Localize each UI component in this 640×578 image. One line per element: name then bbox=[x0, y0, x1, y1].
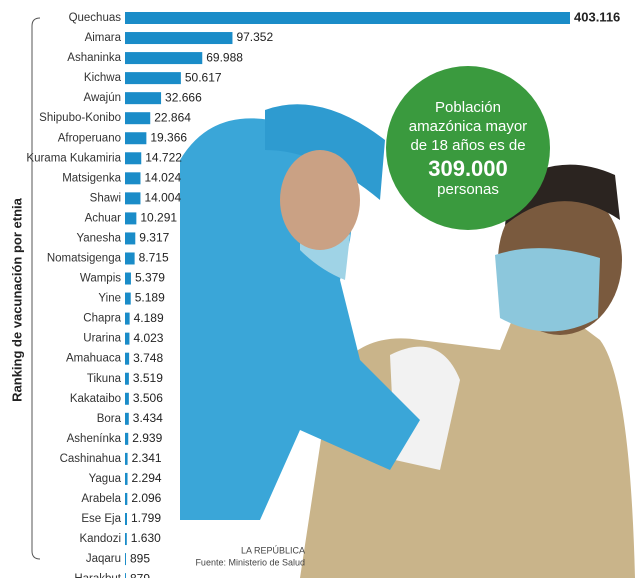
bar bbox=[125, 252, 135, 265]
value-label: 10.291 bbox=[140, 211, 177, 225]
category-label: Chapra bbox=[83, 313, 121, 325]
category-label: Urarina bbox=[83, 333, 121, 345]
category-label: Ashaninka bbox=[67, 52, 121, 64]
bar bbox=[125, 312, 130, 325]
category-label: Yagua bbox=[89, 473, 122, 485]
value-label: 69.988 bbox=[206, 50, 243, 64]
category-label: Nomatsigenga bbox=[47, 253, 122, 265]
photo bbox=[180, 104, 635, 578]
bar bbox=[125, 492, 128, 505]
bar bbox=[125, 372, 129, 385]
bar bbox=[125, 533, 127, 546]
category-label: Tikuna bbox=[87, 373, 122, 385]
value-label: 22.864 bbox=[154, 110, 191, 124]
category-label: Kandozi bbox=[79, 533, 121, 545]
bar bbox=[125, 152, 142, 165]
category-label: Yine bbox=[98, 293, 121, 305]
value-label: 50.617 bbox=[185, 70, 222, 84]
bar bbox=[125, 472, 128, 485]
bar bbox=[125, 513, 127, 525]
value-label: 3.434 bbox=[133, 411, 163, 425]
bar bbox=[125, 432, 129, 445]
value-label: 2.096 bbox=[131, 491, 161, 505]
bar bbox=[125, 332, 130, 345]
bar bbox=[125, 172, 141, 185]
category-label: Quechuas bbox=[69, 12, 122, 24]
value-label: 97.352 bbox=[236, 30, 273, 44]
bar bbox=[125, 72, 181, 85]
bar bbox=[125, 12, 570, 24]
bar bbox=[125, 272, 131, 285]
value-label: 14.722 bbox=[145, 150, 182, 164]
y-axis-label: Ranking de vacunación por etnia bbox=[9, 197, 24, 401]
value-label: 8.715 bbox=[139, 251, 169, 265]
bar bbox=[125, 232, 136, 245]
bar bbox=[125, 112, 151, 125]
bar bbox=[125, 352, 130, 365]
value-label: 879 bbox=[130, 571, 150, 578]
value-label: 14.004 bbox=[144, 191, 181, 205]
bracket bbox=[31, 17, 41, 560]
value-label: 3.519 bbox=[133, 371, 163, 385]
category-label: Cashinahua bbox=[60, 453, 122, 465]
value-label: 3.748 bbox=[133, 351, 163, 365]
category-label: Arabela bbox=[81, 493, 121, 505]
bar bbox=[125, 212, 137, 225]
category-label: Awajún bbox=[83, 92, 121, 104]
source: Fuente: Ministerio de Salud bbox=[195, 557, 305, 567]
value-label: 5.379 bbox=[135, 271, 165, 285]
value-label: 2.294 bbox=[132, 471, 162, 485]
bar bbox=[125, 412, 129, 425]
category-label: Matsigenka bbox=[62, 172, 121, 184]
category-label: Wampis bbox=[80, 273, 121, 285]
bar bbox=[125, 52, 203, 65]
category-label: Ese Eja bbox=[81, 513, 121, 525]
value-label: 14.024 bbox=[144, 170, 181, 184]
category-label: Ashenínka bbox=[67, 433, 122, 445]
category-label: Achuar bbox=[85, 212, 122, 224]
annotation-text: 309.000 bbox=[428, 156, 508, 181]
bar bbox=[125, 92, 162, 105]
value-label: 2.341 bbox=[132, 451, 162, 465]
category-label: Kichwa bbox=[84, 72, 122, 84]
category-label: Kurama Kukamiria bbox=[26, 152, 121, 164]
value-label: 895 bbox=[130, 551, 150, 565]
category-label: Kakataibo bbox=[70, 393, 121, 405]
value-label: 4.023 bbox=[133, 331, 163, 345]
value-label: 4.189 bbox=[134, 311, 164, 325]
value-label: 3.506 bbox=[133, 391, 163, 405]
value-label: 9.317 bbox=[139, 231, 169, 245]
bar bbox=[125, 292, 131, 305]
bar bbox=[125, 553, 126, 566]
category-label: Shawi bbox=[90, 192, 121, 204]
annotation-text: de 18 años es de bbox=[410, 137, 525, 154]
annotation-text: Población bbox=[435, 99, 501, 116]
category-label: Yanesha bbox=[76, 232, 121, 244]
bar bbox=[125, 132, 147, 145]
value-label: 2.939 bbox=[132, 431, 162, 445]
value-label: 5.189 bbox=[135, 291, 165, 305]
bar bbox=[125, 32, 233, 45]
category-label: Aimara bbox=[85, 32, 122, 44]
category-label: Bora bbox=[97, 413, 122, 425]
bar bbox=[125, 192, 141, 205]
category-label: Shipubo-Konibo bbox=[39, 112, 121, 124]
category-label: Amahuaca bbox=[66, 353, 122, 365]
bar bbox=[125, 452, 128, 465]
category-label: Harakbut bbox=[74, 573, 121, 578]
category-label: Afroperuano bbox=[58, 132, 121, 144]
credit: LA REPÚBLICA bbox=[241, 545, 305, 555]
category-label: Jaqaru bbox=[86, 553, 121, 565]
value-label: 1.630 bbox=[131, 531, 161, 545]
annotation-circle bbox=[386, 66, 550, 230]
value-label: 1.799 bbox=[131, 511, 161, 525]
value-label: 19.366 bbox=[150, 130, 187, 144]
bar bbox=[125, 573, 126, 578]
value-label: 32.666 bbox=[165, 90, 202, 104]
bar bbox=[125, 392, 129, 405]
annotation-text: amazónica mayor bbox=[409, 118, 527, 135]
value-label: 403.116 bbox=[574, 9, 620, 24]
annotation-text: personas bbox=[437, 181, 499, 198]
